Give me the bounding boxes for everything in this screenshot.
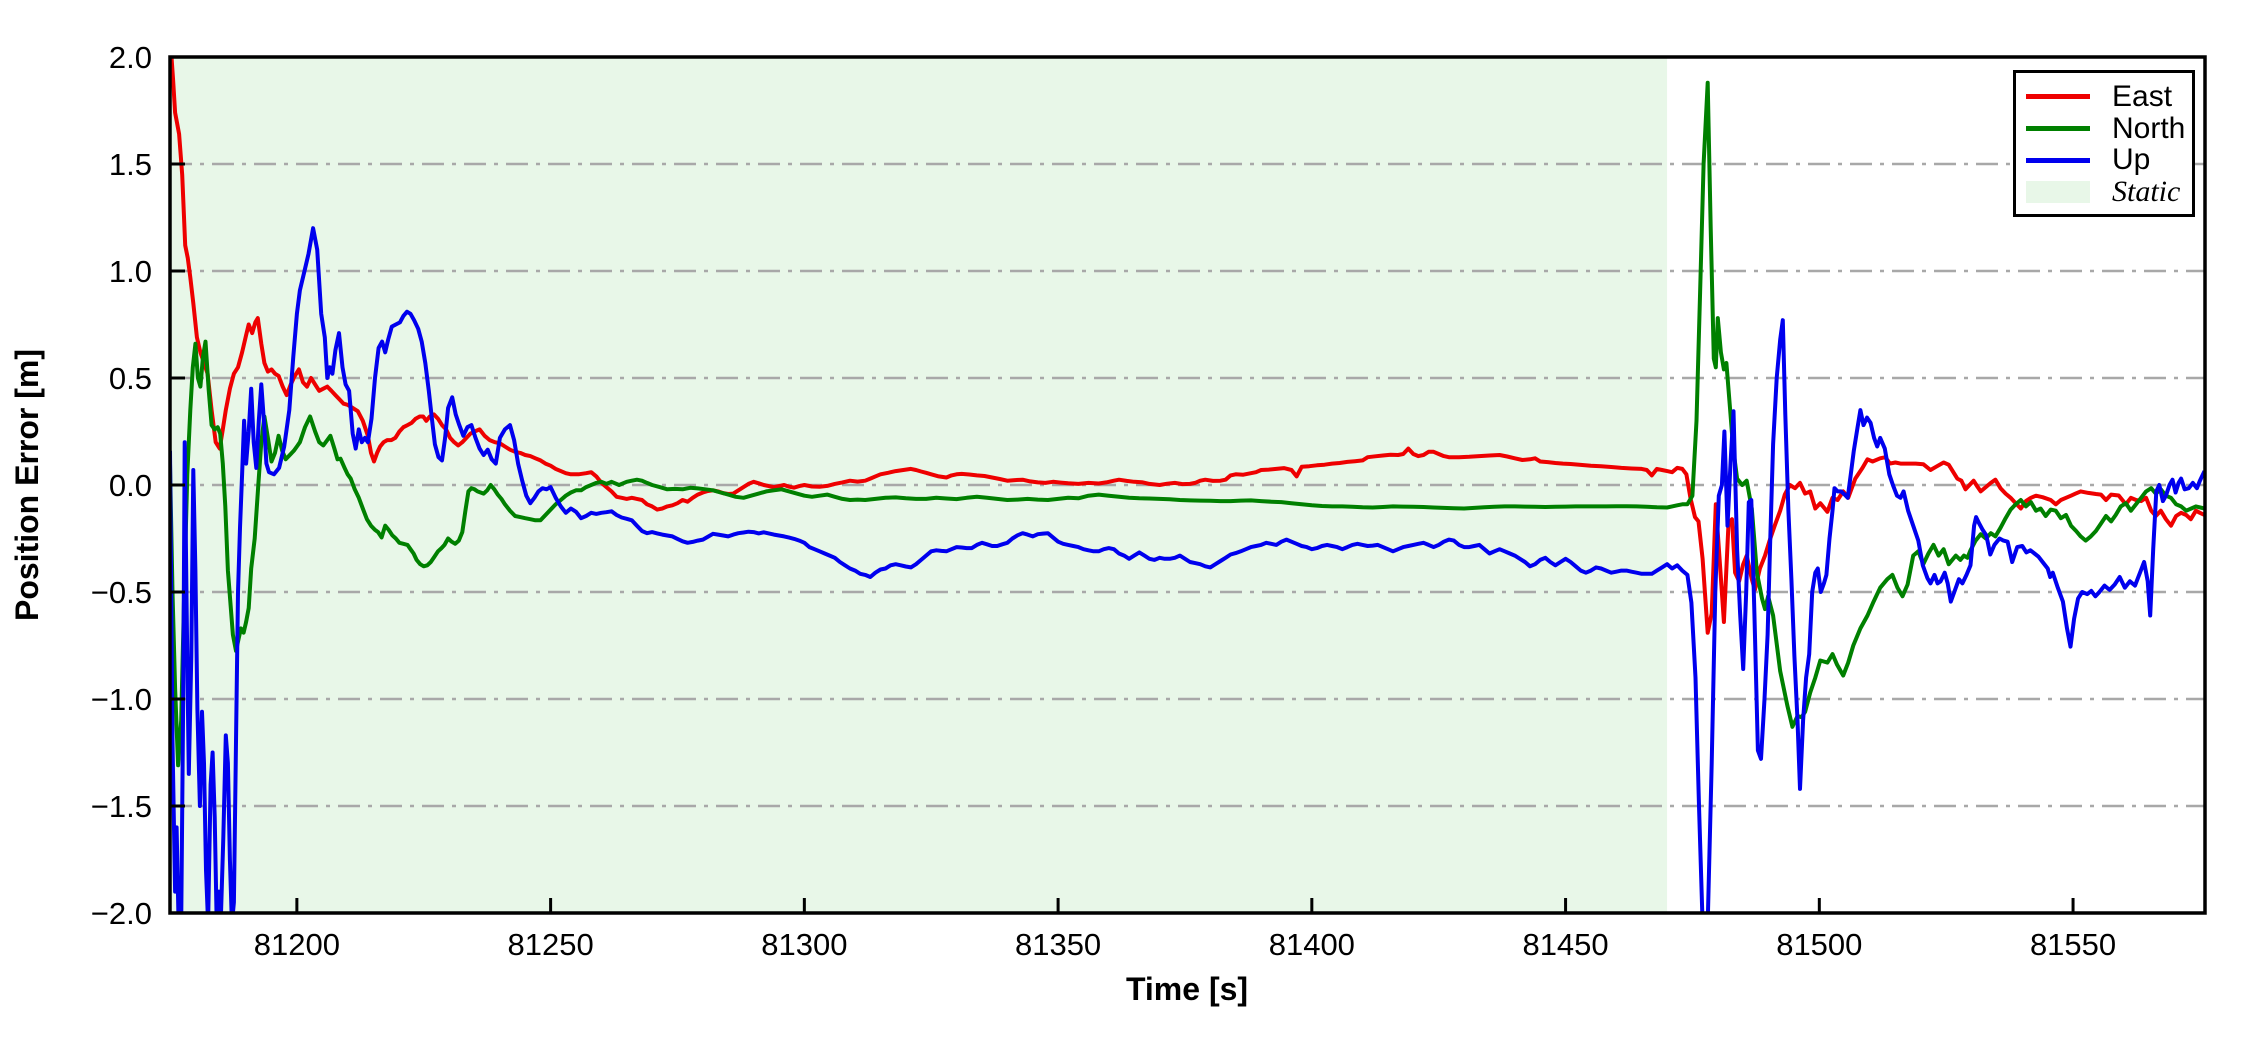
legend-item-north: North	[2026, 113, 2185, 145]
y-tick-label: 0.0	[109, 468, 152, 503]
y-tick-label: 2.0	[109, 40, 152, 75]
static-region	[170, 57, 1668, 913]
x-axis-label: Time [s]	[1126, 971, 1248, 1007]
series-line-north	[170, 80, 2205, 768]
y-axis-label: Position Error [m]	[9, 349, 45, 621]
y-tick-label: −1.5	[91, 789, 152, 824]
east-line-swatch	[2026, 94, 2090, 100]
legend: East North Up Static	[2013, 70, 2195, 217]
series-line-east	[170, 57, 2205, 635]
x-tick-label: 81550	[2030, 927, 2116, 962]
legend-label-static: Static	[2112, 175, 2181, 209]
x-tick-label: 81400	[1269, 927, 1355, 962]
axes-frame	[168, 55, 2207, 915]
series-lines	[170, 57, 2205, 913]
static-region-band	[170, 57, 1668, 913]
series-line-up	[170, 226, 2205, 913]
x-tick-label: 81350	[1015, 927, 1101, 962]
legend-label-north: North	[2112, 111, 2186, 145]
y-tick-label: −0.5	[91, 575, 152, 610]
x-tick-label: 81500	[1776, 927, 1862, 962]
gridlines	[170, 162, 2205, 808]
y-tick-label: −1.0	[91, 682, 152, 717]
x-tick-label: 81450	[1522, 927, 1608, 962]
y-tick-label: 1.0	[109, 254, 152, 289]
y-tick-label: 1.5	[109, 147, 152, 182]
up-line-swatch	[2026, 157, 2090, 163]
x-tick-label: 81300	[761, 927, 847, 962]
legend-label-east: East	[2112, 79, 2173, 113]
x-tick-label: 81200	[254, 927, 340, 962]
y-tick-label: −2.0	[91, 896, 152, 931]
tick-labels: 81200 81250 81300 81350 81400 81450 81500 81550…	[91, 40, 2116, 962]
legend-item-up: Up	[2026, 145, 2180, 177]
x-tick-label: 81250	[508, 927, 594, 962]
north-line-swatch	[2026, 126, 2090, 132]
static-patch-swatch	[2026, 181, 2090, 204]
legend-item-east: East	[2026, 81, 2180, 113]
legend-label-up: Up	[2112, 143, 2151, 177]
legend-item-static: Static	[2026, 176, 2180, 208]
y-tick-label: 0.5	[109, 361, 152, 396]
